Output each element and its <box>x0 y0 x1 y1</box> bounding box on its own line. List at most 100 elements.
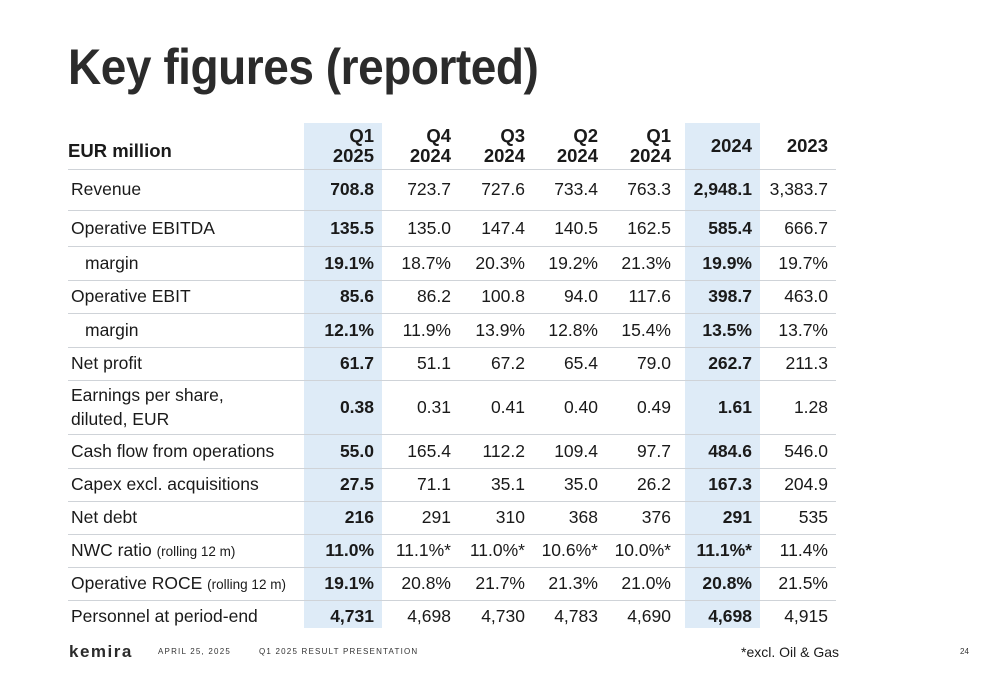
table-cell: 61.7 <box>339 353 374 373</box>
table-cell: 585.4 <box>708 217 752 238</box>
table-cell: 0.38 <box>339 396 374 417</box>
table-cell: 535 <box>798 507 828 527</box>
row-label-note: (rolling 12 m) <box>207 577 286 592</box>
table-cell: 727.6 <box>481 179 525 199</box>
column-header: Q1 2024 <box>606 123 679 169</box>
table-cell: 85.6 <box>339 286 374 306</box>
column-header-period: 2023 <box>786 134 828 156</box>
table-header-row: EUR million Q1 2025 Q4 2024 Q3 2024 Q2 2024 … <box>68 123 836 169</box>
row-label: Earnings per share, diluted, EUR <box>71 385 224 429</box>
page-number: 24 <box>960 647 969 656</box>
column-header-period: Q1 <box>349 124 374 146</box>
table-cell: 216 <box>344 507 374 527</box>
column-header-year: 2024 <box>409 144 451 166</box>
table-cell: 546.0 <box>784 440 828 461</box>
table-cell: 12.8% <box>548 319 598 340</box>
table-cell: 20.3% <box>475 252 525 273</box>
table-cell: 71.1 <box>416 474 451 494</box>
row-label-text: NWC ratio <box>71 540 152 560</box>
table-cell: 10.6%* <box>541 540 598 560</box>
table-cell: 94.0 <box>563 286 598 306</box>
table-cell: 666.7 <box>784 217 828 238</box>
table-cell: 204.9 <box>784 474 828 494</box>
table-cell: 21.5% <box>778 573 828 593</box>
table-cell: 140.5 <box>554 217 598 238</box>
table-cell: 4,730 <box>481 606 525 627</box>
table-row: margin 19.1% 18.7% 20.3% 19.2% 21.3% 19.… <box>68 246 836 280</box>
table-cell: 100.8 <box>481 286 525 306</box>
table-cell: 79.0 <box>636 353 671 373</box>
table-cell: 368 <box>568 507 598 527</box>
row-label: Net profit <box>71 353 142 373</box>
table-cell: 35.1 <box>490 474 525 494</box>
column-header-period: Q3 <box>500 124 525 146</box>
table-cell: 310 <box>495 507 525 527</box>
table-cell: 65.4 <box>563 353 598 373</box>
row-label: Operative ROCE (rolling 12 m) <box>68 567 304 600</box>
table-cell: 0.41 <box>490 396 525 417</box>
table-cell: 4,915 <box>784 606 828 627</box>
table-cell: 18.7% <box>401 252 451 273</box>
table-cell: 211.3 <box>785 353 829 373</box>
table-cell: 97.7 <box>636 440 671 461</box>
table-row: margin 12.1% 11.9% 13.9% 12.8% 15.4% 13.… <box>68 313 836 347</box>
table-cell: 262.7 <box>708 353 752 373</box>
page-title: Key figures (reported) <box>68 39 539 95</box>
column-header: Q1 2025 <box>304 123 382 169</box>
column-header: 2024 <box>679 123 760 169</box>
column-header: Q4 2024 <box>382 123 459 169</box>
table-cell: 484.6 <box>708 440 752 461</box>
table-cell: 26.2 <box>636 474 671 494</box>
table-cell: 15.4% <box>621 319 671 340</box>
q1-2025-column-highlight <box>304 123 382 628</box>
column-header: Q3 2024 <box>459 123 533 169</box>
table-cell: 109.4 <box>554 440 598 461</box>
table-cell: 0.31 <box>416 396 451 417</box>
table-cell: 463.0 <box>784 286 828 306</box>
row-label: margin <box>85 319 139 340</box>
table-row: Operative EBIT 85.6 86.2 100.8 94.0 117.… <box>68 280 836 313</box>
table-cell: 398.7 <box>708 286 752 306</box>
table-cell: 13.5% <box>702 319 752 340</box>
table-cell: 19.1% <box>324 573 374 593</box>
table-cell: 2,948.1 <box>693 179 752 199</box>
unit-label: EUR million <box>68 139 172 161</box>
table-cell: 117.6 <box>628 286 672 306</box>
table-cell: 733.4 <box>554 179 598 199</box>
table-cell: 67.2 <box>490 353 525 373</box>
table-cell: 4,690 <box>627 606 671 627</box>
table-row: Operative ROCE (rolling 12 m) 19.1% 20.8… <box>68 567 836 600</box>
row-label: Capex excl. acquisitions <box>71 474 259 494</box>
table-cell: 86.2 <box>416 286 451 306</box>
table-cell: 11.0% <box>325 540 374 560</box>
table-cell: 55.0 <box>339 440 374 461</box>
column-header-period: Q4 <box>426 124 451 146</box>
table-row: Capex excl. acquisitions 27.5 71.1 35.1 … <box>68 468 836 501</box>
table-cell: 723.7 <box>407 179 451 199</box>
footnote: *excl. Oil & Gas <box>741 644 840 660</box>
table-cell: 21.0% <box>621 573 671 593</box>
key-figures-table: EUR million Q1 2025 Q4 2024 Q3 2024 Q2 2024 … <box>68 123 836 633</box>
table-cell: 11.4% <box>779 540 828 560</box>
table-cell: 1.28 <box>793 396 828 417</box>
footer-date: APRIL 25, 2025 <box>158 647 231 656</box>
table-cell: 19.7% <box>778 252 828 273</box>
column-header-year: 2025 <box>332 144 374 166</box>
table-cell: 21.3% <box>621 252 671 273</box>
row-label: Personnel at period-end <box>71 606 258 627</box>
column-header-year: 2024 <box>629 144 671 166</box>
table-cell: 376 <box>641 507 671 527</box>
row-label: margin <box>85 252 139 273</box>
table-cell: 35.0 <box>563 474 598 494</box>
table-cell: 13.7% <box>778 319 828 340</box>
table-cell: 11.1%* <box>395 540 451 560</box>
table-cell: 19.1% <box>324 252 374 273</box>
table-cell: 0.40 <box>563 396 598 417</box>
table-cell: 19.9% <box>702 252 752 273</box>
row-label: Operative EBITDA <box>71 217 215 238</box>
table-cell: 19.2% <box>548 252 598 273</box>
table-cell: 11.0%* <box>469 540 525 560</box>
row-label: Cash flow from operations <box>71 440 275 461</box>
table-cell: 167.3 <box>708 474 752 494</box>
table-cell: 708.8 <box>330 179 374 199</box>
